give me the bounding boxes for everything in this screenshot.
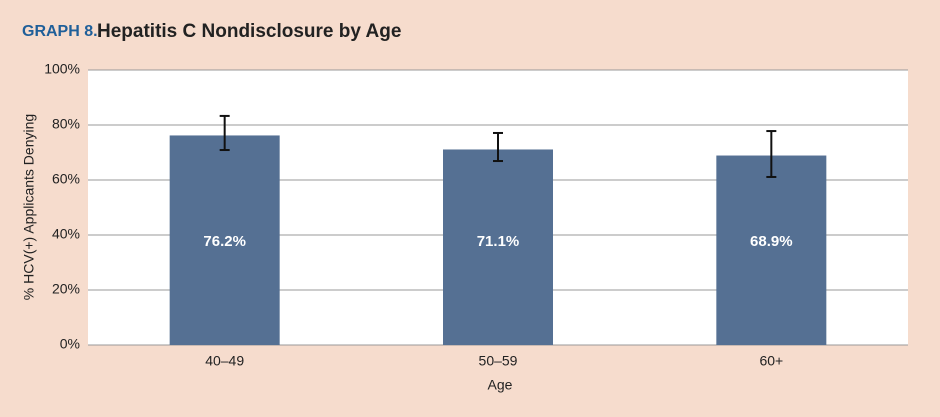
value-label: 76.2% — [203, 233, 246, 250]
chart-label: GRAPH 8. — [22, 23, 98, 40]
y-tick-label: 100% — [44, 61, 80, 77]
y-tick-label: 80% — [52, 116, 80, 132]
value-label: 68.9% — [750, 233, 793, 250]
bar — [716, 155, 827, 345]
x-tick-label: 40–49 — [205, 353, 244, 369]
bar — [169, 135, 280, 345]
chart-title: Hepatitis C Nondisclosure by Age — [97, 21, 401, 42]
x-axis-title: Age — [488, 377, 513, 393]
value-label: 71.1% — [477, 233, 520, 250]
x-tick-label: 60+ — [759, 353, 783, 369]
y-tick-label: 20% — [52, 281, 80, 297]
y-tick-label: 0% — [60, 336, 80, 352]
x-tick-label: 50–59 — [479, 353, 518, 369]
bar — [443, 149, 553, 345]
y-tick-label: 40% — [52, 226, 80, 242]
y-axis-title: % HCV(+) Applicants Denying — [21, 114, 37, 300]
y-tick-label: 60% — [52, 171, 80, 187]
